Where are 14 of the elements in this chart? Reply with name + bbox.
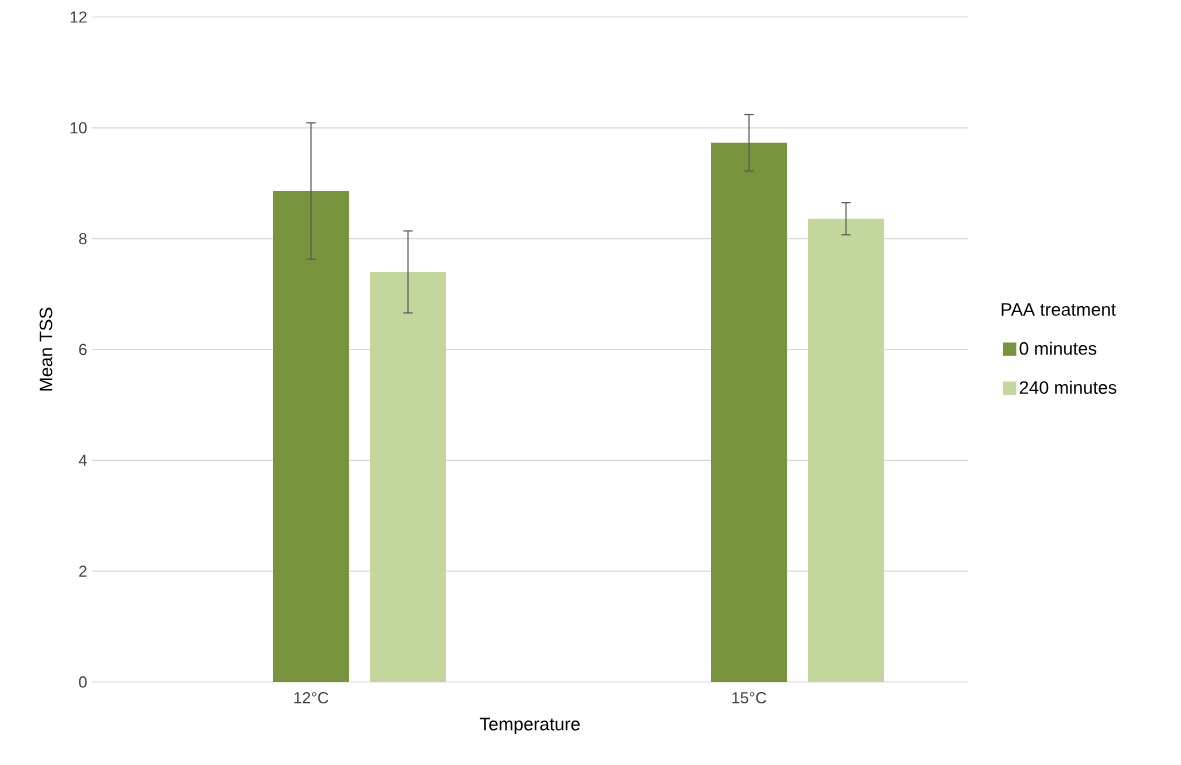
y-tick-label: 10 <box>70 122 87 134</box>
y-tick-label: 4 <box>78 454 87 466</box>
y-tick-label: 12 <box>70 11 87 23</box>
y-tick-label: 0 <box>79 676 87 688</box>
x-tick-label: 12°C <box>294 692 329 704</box>
y-axis-title: Mean TSS <box>39 307 53 391</box>
y-tick-label: 6 <box>79 343 87 356</box>
legend-label: 240 minutes <box>1019 380 1117 394</box>
x-tick-label: 15°C <box>732 692 767 704</box>
x-axis-title: Temperature <box>479 717 580 734</box>
y-tick-label: 8 <box>79 233 87 245</box>
legend-title: PAA treatment <box>1001 303 1116 316</box>
legend-label: 0 minutes <box>1019 341 1097 355</box>
y-tick-label: 2 <box>79 565 87 577</box>
